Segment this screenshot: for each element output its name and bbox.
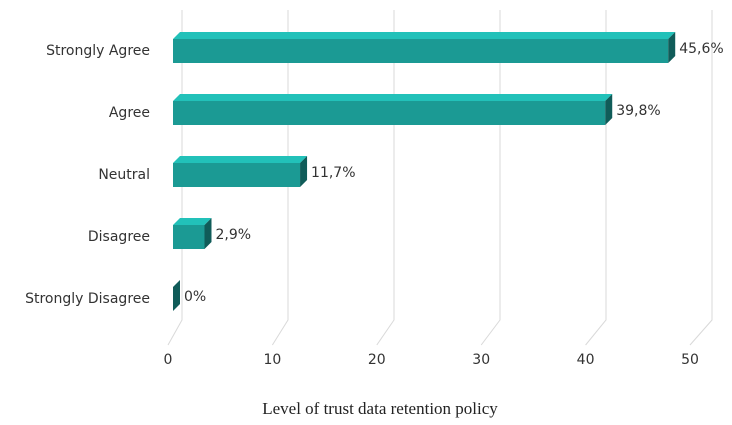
bar: [173, 32, 676, 63]
x-tick-label: 30: [472, 352, 490, 368]
x-tick-label: 50: [681, 352, 699, 368]
y-tick-label: Neutral: [98, 167, 150, 183]
bar-side: [204, 218, 212, 249]
x-tick-label: 10: [263, 352, 281, 368]
bar-top: [173, 156, 308, 163]
y-tick-label: Disagree: [88, 229, 150, 245]
bar-top: [173, 94, 613, 101]
value-label: 0%: [184, 289, 206, 305]
bar-front: [173, 163, 301, 187]
value-label: 39,8%: [616, 103, 660, 119]
bar-top: [173, 218, 212, 225]
bar-top: [173, 32, 676, 39]
grid-line: [689, 10, 713, 346]
y-tick-label: Strongly Disagree: [25, 291, 150, 307]
bar-side: [668, 32, 676, 63]
value-label: 2,9%: [215, 227, 251, 243]
bar-side: [605, 94, 613, 125]
bar-front: [173, 225, 205, 249]
bar-side: [300, 156, 308, 187]
x-tick-label: 40: [577, 352, 595, 368]
y-tick-label: Agree: [109, 105, 150, 121]
x-tick-label: 20: [368, 352, 386, 368]
bar: [173, 280, 180, 311]
bar-front: [173, 39, 669, 63]
value-label: 11,7%: [311, 165, 355, 181]
y-tick-label: Strongly Agree: [46, 43, 150, 59]
bar-side: [173, 280, 180, 311]
x-axis-title: Level of trust data retention policy: [262, 399, 498, 418]
value-label: 45,6%: [679, 41, 723, 57]
bar: [173, 94, 613, 125]
bar: [173, 156, 308, 187]
bar-front: [173, 101, 606, 125]
x-tick-label: 0: [164, 352, 173, 368]
bar: [173, 218, 212, 249]
